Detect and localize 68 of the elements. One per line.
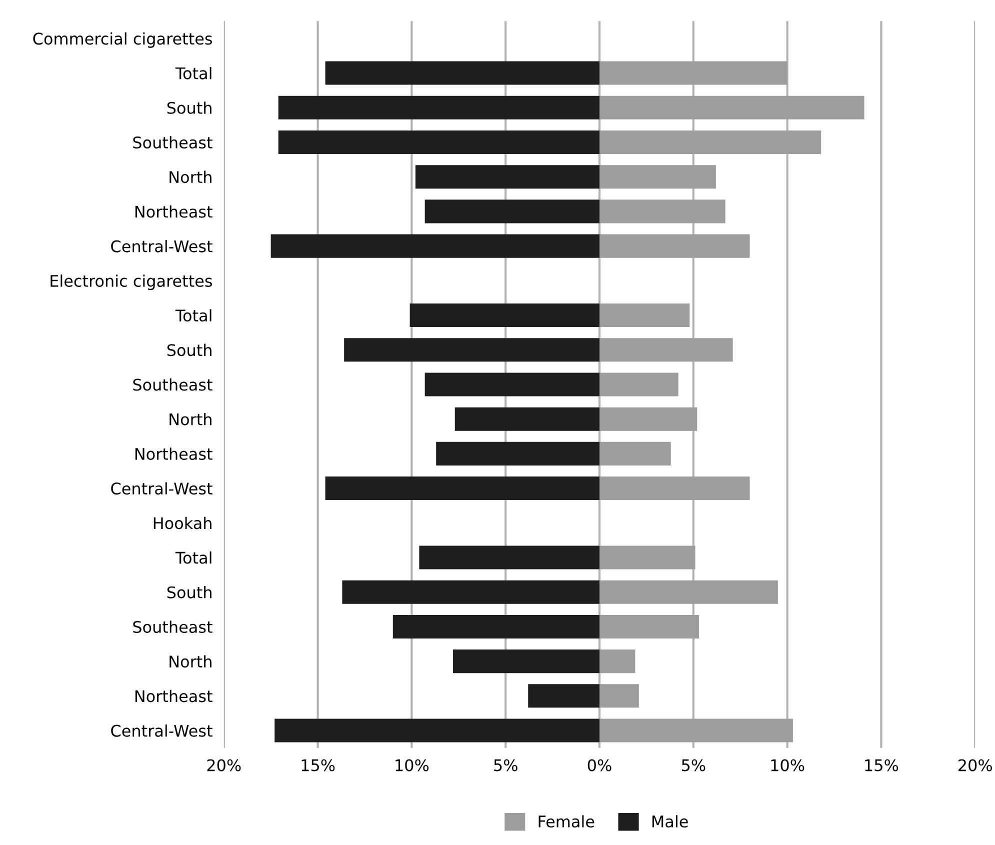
- bar: [415, 165, 600, 189]
- bar: [424, 372, 600, 396]
- x-tick-label: 15%: [865, 759, 898, 772]
- bar: [599, 234, 750, 258]
- bar: [599, 130, 822, 154]
- bar: [453, 650, 600, 674]
- y-tick-label: Electronic cigarettes: [50, 274, 212, 290]
- bar: [599, 442, 671, 466]
- y-tick-label: North: [170, 413, 212, 426]
- x-tick-label: 20%: [207, 759, 241, 772]
- y-tick-label: Total: [175, 66, 212, 80]
- bar: [325, 476, 600, 500]
- bar: [342, 580, 600, 604]
- bar: [599, 61, 788, 85]
- bar: [599, 476, 750, 500]
- bar: [278, 130, 600, 154]
- bar: [599, 165, 716, 189]
- bar: [424, 200, 600, 224]
- x-tick-label: 5%: [682, 759, 706, 772]
- bar: [270, 234, 600, 258]
- y-tick-label: Northeast: [135, 448, 212, 460]
- x-tick-label: 5%: [494, 759, 518, 772]
- x-tick-label: 15%: [302, 759, 335, 772]
- bar: [599, 338, 733, 362]
- bar: [528, 684, 600, 708]
- bar: [274, 718, 600, 742]
- y-tick-label: Southeast: [133, 378, 212, 391]
- bar: [599, 546, 696, 570]
- x-tick-label: 10%: [396, 759, 429, 772]
- y-tick-label: Hookah: [154, 516, 212, 530]
- bar: [599, 407, 698, 431]
- y-tick-label: Total: [175, 551, 212, 564]
- bar: [344, 338, 600, 362]
- x-tick-label: 20%: [958, 759, 992, 772]
- bar: [599, 372, 678, 396]
- y-tick-label: South: [167, 102, 212, 114]
- y-tick-label: Southeast: [133, 136, 212, 149]
- y-tick-label: Commercial cigarettes: [33, 32, 212, 48]
- bar: [392, 614, 600, 638]
- bar: [599, 580, 778, 604]
- bar: [599, 718, 793, 742]
- x-tick-label: 10%: [771, 759, 804, 772]
- bar: [599, 96, 864, 120]
- y-tick-label: North: [170, 655, 212, 668]
- x-tick-label: 0%: [588, 759, 612, 772]
- y-tick-label: South: [167, 586, 212, 598]
- legend-label: Male: [652, 815, 688, 828]
- bar: [599, 200, 726, 224]
- y-tick-label: North: [170, 170, 212, 184]
- y-tick-label: Northeast: [135, 205, 212, 218]
- y-tick-label: Central-West: [111, 724, 212, 737]
- y-tick-label: Southeast: [133, 620, 212, 634]
- bar: [436, 442, 600, 466]
- bar: [454, 407, 600, 431]
- legend-label: Female: [538, 815, 594, 828]
- bar: [599, 614, 700, 638]
- y-tick-label: Central-West: [111, 482, 212, 495]
- y-tick-label: Northeast: [135, 690, 212, 702]
- bar: [419, 546, 600, 570]
- bar: [599, 684, 639, 708]
- bar: [410, 304, 600, 328]
- y-tick-label: South: [167, 344, 212, 356]
- y-tick-label: Central-West: [111, 240, 212, 252]
- bar: [599, 650, 636, 674]
- y-tick-label: Total: [175, 309, 212, 322]
- bar: [325, 61, 600, 85]
- bar: [278, 96, 600, 120]
- bar: [599, 304, 690, 328]
